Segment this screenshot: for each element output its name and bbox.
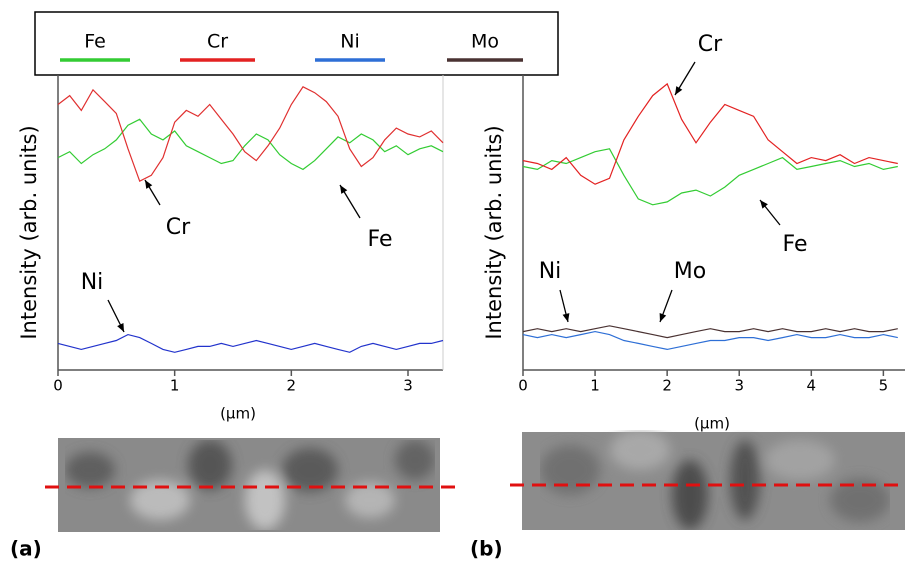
series-line [57,86,444,183]
arrow-head [340,185,348,194]
x-tick-label: 0 [53,377,63,395]
arrow-head [562,313,570,322]
x-tick-label: 2 [287,377,297,395]
legend-box [34,11,559,76]
annotation: Cr [166,215,191,240]
series-line [522,148,898,206]
arrow-head [760,200,768,209]
annotation: Cr [698,32,723,57]
series-line [522,330,898,351]
panel-label: (a) [10,537,42,561]
annotation: Ni [539,259,562,284]
y-axis-label: Intensity (arb. units) [482,125,506,339]
legend-label: Fe [84,31,106,53]
annotation: Mo [674,259,706,284]
panel-label: (b) [470,537,503,561]
arrow-head [145,180,153,189]
arrow-head [659,313,667,322]
legend-label: Mo [471,31,499,53]
x-tick-label: 2 [662,377,672,395]
x-tick-label: 3 [734,377,744,395]
annotation: Fe [783,232,808,257]
micrograph-a [58,438,440,532]
series-line [57,118,444,171]
annotation: Ni [81,270,104,295]
x-axis-label: (µm) [694,415,730,433]
series-line [57,333,444,353]
legend-label: Cr [207,31,228,53]
x-tick-label: 5 [879,377,889,395]
x-tick-label: 1 [170,377,180,395]
micrograph-b [522,430,905,530]
x-tick-label: 0 [518,377,528,395]
arrow-head [117,323,124,332]
series-line [522,325,898,339]
x-axis-label: (µm) [220,405,256,423]
arrow-head [675,86,683,95]
y-axis-label: Intensity (arb. units) [17,125,41,339]
series-line [522,82,898,185]
legend-label: Ni [340,31,360,53]
annotation: Fe [368,227,393,252]
x-tick-label: 1 [590,377,600,395]
x-tick-label: 3 [403,377,413,395]
x-tick-label: 4 [807,377,817,395]
